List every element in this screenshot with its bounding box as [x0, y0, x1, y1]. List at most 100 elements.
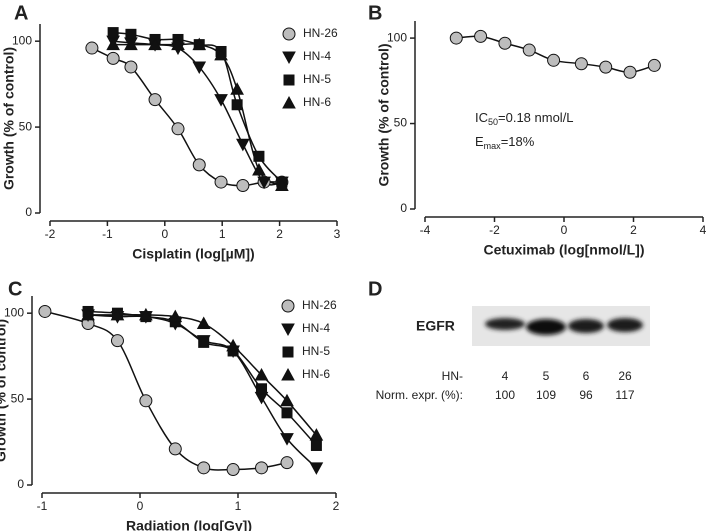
table-cell: Norm. expr. (%):: [376, 388, 463, 402]
x-tick-label: 2: [630, 223, 637, 237]
legend-label: HN-5: [302, 344, 330, 358]
x-axis-label: Cetuximab (log[nmol/L]): [484, 242, 645, 258]
x-tick-label: 0: [161, 227, 168, 241]
table-cell: HN-: [442, 369, 463, 383]
band: [485, 318, 525, 330]
x-tick-label: 3: [334, 227, 341, 241]
annotation-rest: =18%: [501, 134, 535, 149]
marker: [498, 36, 512, 50]
blot: EGFR: [416, 306, 650, 346]
y-axis-label: Growth (% of control): [1, 47, 17, 190]
marker: [171, 122, 185, 136]
marker: [124, 37, 138, 51]
marker: [110, 307, 125, 321]
fit-line: [88, 310, 317, 446]
fit-line: [44, 310, 288, 471]
marker: [547, 53, 561, 67]
table-cell: 109: [536, 388, 556, 402]
x-tick-label: 0: [561, 223, 568, 237]
marker: [231, 99, 243, 111]
table-cell: 26: [618, 369, 632, 383]
panel-label: D: [368, 278, 382, 300]
panel-label: C: [8, 278, 22, 300]
marker: [522, 43, 536, 57]
marker: [139, 307, 153, 321]
marker: [124, 60, 138, 74]
marker: [257, 176, 271, 190]
marker: [226, 463, 240, 477]
marker: [310, 439, 322, 451]
y-tick-label: 0: [400, 201, 407, 215]
band: [526, 319, 566, 335]
y-tick-label: 100: [387, 30, 407, 44]
annotation-text: IC: [475, 110, 488, 125]
annotation-sub: max: [484, 141, 502, 151]
marker: [309, 462, 324, 475]
marker: [647, 58, 661, 72]
marker: [106, 37, 120, 51]
table-cell: 4: [502, 369, 509, 383]
table-cell: 6: [583, 369, 590, 383]
x-tick-label: 2: [333, 499, 340, 513]
annotation: IC50=0.18 nmol/L: [475, 110, 574, 127]
marker: [110, 334, 124, 348]
y-tick-label: 50: [11, 391, 25, 405]
legend-marker: [282, 346, 294, 358]
y-tick-label: 0: [25, 205, 32, 219]
marker: [623, 65, 637, 79]
marker: [107, 27, 119, 39]
y-axis-label: Growth (% of control): [376, 43, 392, 186]
x-tick-label: -1: [102, 227, 113, 241]
legend-marker: [282, 27, 296, 41]
marker: [252, 163, 266, 176]
legend-label: HN-5: [303, 72, 331, 86]
marker: [192, 61, 207, 74]
x-tick-label: 1: [235, 499, 242, 513]
marker: [192, 158, 206, 172]
marker: [449, 31, 463, 45]
x-tick-label: 0: [137, 499, 144, 513]
y-tick-label: 100: [12, 33, 32, 47]
legend-label: HN-26: [303, 26, 338, 40]
band: [568, 319, 604, 333]
legend-label: HN-6: [303, 95, 331, 109]
annotation: Emax=18%: [475, 134, 535, 151]
y-tick-label: 50: [394, 116, 408, 130]
table-cell: 100: [495, 388, 515, 402]
marker: [168, 442, 182, 456]
panel-label: A: [14, 2, 28, 24]
x-tick-label: -4: [420, 223, 431, 237]
x-tick-label: 4: [700, 223, 707, 237]
marker: [85, 41, 99, 55]
legend-marker: [282, 51, 296, 65]
marker: [281, 407, 293, 419]
marker: [38, 304, 52, 318]
marker: [197, 461, 211, 475]
marker: [236, 138, 250, 152]
marker: [148, 37, 162, 51]
marker: [280, 393, 294, 407]
y-tick-label: 0: [17, 477, 24, 491]
x-tick-label: -1: [37, 499, 48, 513]
marker: [255, 461, 269, 475]
marker: [574, 57, 588, 71]
x-tick-label: -2: [489, 223, 500, 237]
marker: [254, 367, 269, 381]
table-cell: 5: [543, 369, 550, 383]
marker: [599, 60, 613, 74]
marker: [139, 394, 153, 408]
legend-label: HN-6: [302, 367, 330, 381]
marker: [226, 338, 240, 352]
legend-label: HN-26: [302, 298, 337, 312]
marker: [474, 29, 488, 43]
marker: [148, 93, 162, 107]
annotation-text: E: [475, 134, 484, 149]
marker: [81, 307, 95, 321]
legend-marker: [281, 299, 295, 313]
y-axis-label: Growth (% of control): [0, 319, 9, 462]
legend-label: HN-4: [303, 49, 331, 63]
table-cell: 117: [615, 388, 634, 402]
marker: [230, 82, 244, 95]
x-axis-label: Radiation (log[Gy]): [126, 518, 252, 531]
